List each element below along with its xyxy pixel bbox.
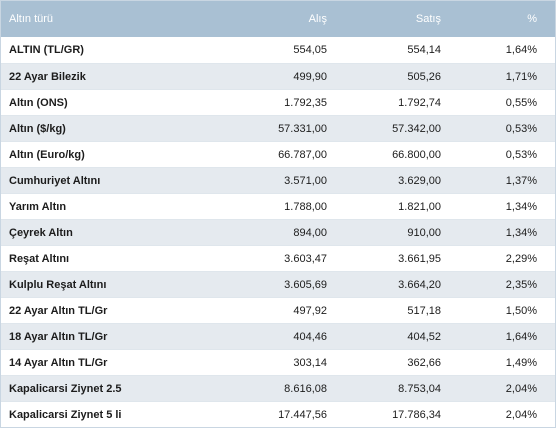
table-body: ALTIN (TL/GR) 554,05 554,14 1,64% 22 Ayar Bi… — [1, 37, 555, 427]
row-buy-price: 404,46 — [293, 330, 327, 343]
row-gold-type: 18 Ayar Altın TL/Gr — [9, 330, 108, 343]
row-buy-price: 1.792,35 — [284, 96, 327, 109]
row-sell-price: 404,52 — [407, 330, 441, 343]
table-row[interactable]: Cumhuriyet Altını 3.571,00 3.629,00 1,37% — [1, 167, 555, 193]
row-change-percent: 2,35% — [505, 278, 537, 291]
table-row[interactable]: Kulplu Reşat Altını 3.605,69 3.664,20 2,35% — [1, 271, 555, 297]
row-change-percent: 2,04% — [505, 382, 537, 395]
row-gold-type: Kapalicarsi Ziynet 2.5 — [9, 382, 122, 395]
row-sell-price: 1.792,74 — [398, 96, 441, 109]
header-sell[interactable]: Satış — [415, 13, 441, 25]
row-change-percent: 1,34% — [505, 226, 537, 239]
row-sell-price: 8.753,04 — [398, 382, 441, 395]
row-gold-type: Yarım Altın — [9, 200, 67, 213]
row-buy-price: 554,05 — [293, 44, 327, 56]
row-gold-type: Altın (ONS) — [9, 96, 68, 109]
row-change-percent: 0,53% — [505, 148, 537, 161]
row-sell-price: 17.786,34 — [392, 408, 441, 421]
row-sell-price: 505,26 — [407, 70, 441, 83]
row-buy-price: 57.331,00 — [278, 122, 327, 135]
table-header-row: Altın türü Alış Satış % — [1, 1, 555, 37]
row-buy-price: 3.605,69 — [284, 278, 327, 291]
row-change-percent: 1,50% — [505, 304, 537, 317]
table-row[interactable]: 22 Ayar Bilezik 499,90 505,26 1,71% — [1, 63, 555, 89]
table-row[interactable]: Altın (Euro/kg) 66.787,00 66.800,00 0,53% — [1, 141, 555, 167]
row-change-percent: 2,04% — [505, 408, 537, 421]
row-sell-price: 362,66 — [407, 356, 441, 369]
row-gold-type: ALTIN (TL/GR) — [9, 44, 84, 56]
table-row[interactable]: 22 Ayar Altın TL/Gr 497,92 517,18 1,50% — [1, 297, 555, 323]
row-change-percent: 1,37% — [505, 174, 537, 187]
row-gold-type: Altın ($/kg) — [9, 122, 66, 135]
row-sell-price: 66.800,00 — [392, 148, 441, 161]
row-sell-price: 910,00 — [407, 226, 441, 239]
row-gold-type: Cumhuriyet Altını — [9, 174, 101, 187]
table-row[interactable]: ALTIN (TL/GR) 554,05 554,14 1,64% — [1, 37, 555, 63]
row-buy-price: 66.787,00 — [278, 148, 327, 161]
row-gold-type: Reşat Altını — [9, 252, 70, 265]
row-sell-price: 554,14 — [407, 44, 441, 56]
row-buy-price: 8.616,08 — [284, 382, 327, 395]
row-sell-price: 3.664,20 — [398, 278, 441, 291]
row-change-percent: 2,29% — [505, 252, 537, 265]
row-sell-price: 517,18 — [407, 304, 441, 317]
table-row[interactable]: Reşat Altını 3.603,47 3.661,95 2,29% — [1, 245, 555, 271]
row-gold-type: Çeyrek Altın — [9, 226, 73, 239]
table-row[interactable]: Altın (ONS) 1.792,35 1.792,74 0,55% — [1, 89, 555, 115]
row-buy-price: 499,90 — [293, 70, 327, 83]
header-gold-type[interactable]: Altın türü — [9, 13, 54, 25]
row-gold-type: 14 Ayar Altın TL/Gr — [9, 356, 108, 369]
row-sell-price: 3.629,00 — [398, 174, 441, 187]
row-change-percent: 0,55% — [505, 96, 537, 109]
row-buy-price: 303,14 — [293, 356, 327, 369]
table-row[interactable]: Kapalicarsi Ziynet 2.5 8.616,08 8.753,04 2,… — [1, 375, 555, 401]
row-sell-price: 57.342,00 — [392, 122, 441, 135]
table-row[interactable]: Altın ($/kg) 57.331,00 57.342,00 0,53% — [1, 115, 555, 141]
row-gold-type: Kulplu Reşat Altını — [9, 278, 107, 291]
table-row[interactable]: 14 Ayar Altın TL/Gr 303,14 362,66 1,49% — [1, 349, 555, 375]
row-buy-price: 3.603,47 — [284, 252, 327, 265]
row-buy-price: 17.447,56 — [278, 408, 327, 421]
header-buy[interactable]: Alış — [308, 13, 327, 25]
row-change-percent: 1,49% — [505, 356, 537, 369]
row-sell-price: 1.821,00 — [398, 200, 441, 213]
row-buy-price: 894,00 — [293, 226, 327, 239]
table-row[interactable]: Çeyrek Altın 894,00 910,00 1,34% — [1, 219, 555, 245]
row-change-percent: 1,64% — [505, 44, 537, 56]
row-change-percent: 1,71% — [505, 70, 537, 83]
row-change-percent: 1,64% — [505, 330, 537, 343]
row-sell-price: 3.661,95 — [398, 252, 441, 265]
row-change-percent: 0,53% — [505, 122, 537, 135]
table-row[interactable]: Yarım Altın 1.788,00 1.821,00 1,34% — [1, 193, 555, 219]
header-change-percent[interactable]: % — [527, 13, 537, 25]
row-gold-type: Kapalicarsi Ziynet 5 li — [9, 408, 122, 421]
row-buy-price: 497,92 — [293, 304, 327, 317]
table-row[interactable]: 18 Ayar Altın TL/Gr 404,46 404,52 1,64% — [1, 323, 555, 349]
row-change-percent: 1,34% — [505, 200, 537, 213]
table-row[interactable]: Kapalicarsi Ziynet 5 li 17.447,56 17.786,3… — [1, 401, 555, 427]
row-gold-type: 22 Ayar Bilezik — [9, 70, 86, 83]
row-buy-price: 1.788,00 — [284, 200, 327, 213]
row-gold-type: 22 Ayar Altın TL/Gr — [9, 304, 108, 317]
row-buy-price: 3.571,00 — [284, 174, 327, 187]
row-gold-type: Altın (Euro/kg) — [9, 148, 85, 161]
